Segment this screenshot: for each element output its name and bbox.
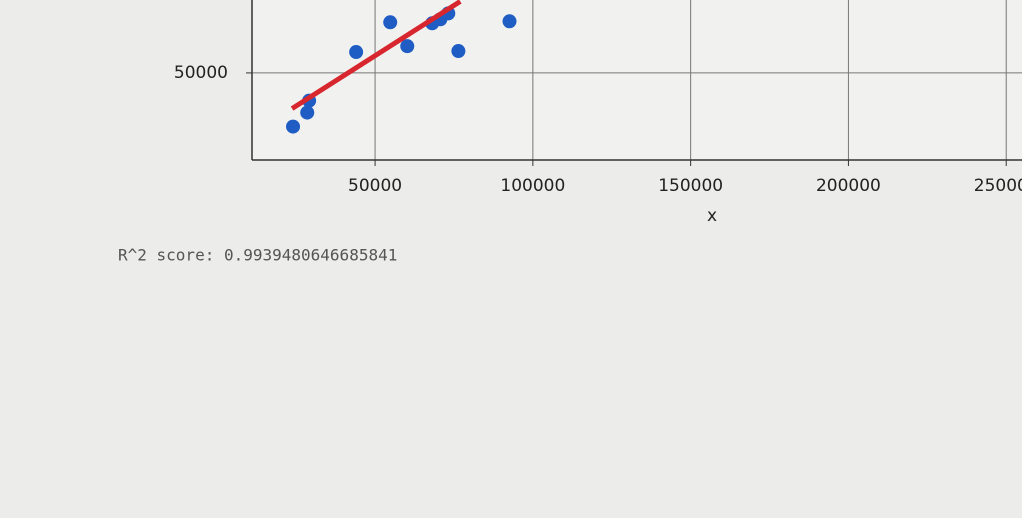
x-tick-label: 200000 xyxy=(816,176,881,196)
data-point xyxy=(349,45,364,60)
data-point xyxy=(286,119,301,134)
x-axis-label: x xyxy=(707,206,717,226)
x-tick-label: 50000 xyxy=(348,176,402,196)
data-point xyxy=(383,15,398,30)
x-tick-label: 150000 xyxy=(658,176,723,196)
plot-area xyxy=(252,0,1022,160)
y-tick-label: 50000 xyxy=(174,63,228,83)
data-point xyxy=(400,39,415,54)
x-tick-label: 250000 xyxy=(974,176,1022,196)
fit-line xyxy=(290,0,462,111)
x-tick-label: 100000 xyxy=(500,176,565,196)
data-point xyxy=(300,105,315,120)
data-point xyxy=(502,14,517,29)
plot-group xyxy=(252,0,1022,160)
data-point xyxy=(451,44,466,59)
output-text: R^2 score: 0.9939480646685841 xyxy=(118,246,397,265)
